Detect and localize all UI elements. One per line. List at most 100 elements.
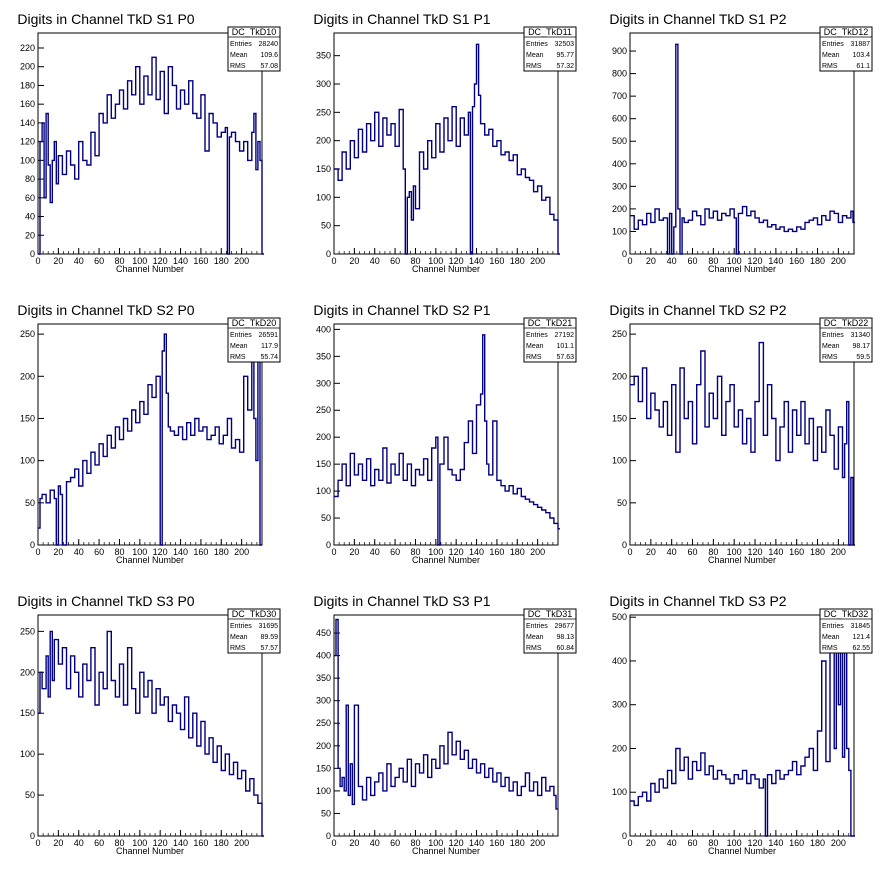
x-tick-label: 180 xyxy=(214,256,229,266)
stats-row-value: 55.74 xyxy=(260,354,278,361)
x-tick-label: 0 xyxy=(627,838,632,848)
stats-row-label: Entries xyxy=(526,623,548,630)
y-tick-label: 100 xyxy=(612,787,627,797)
x-tick-label: 20 xyxy=(646,547,656,557)
stats-box xyxy=(819,317,873,363)
x-tick-label: 100 xyxy=(132,547,147,557)
y-tick-label: 100 xyxy=(20,749,35,759)
histogram-series-line xyxy=(630,43,855,255)
y-tick-label: 700 xyxy=(612,91,627,101)
y-tick-label: 300 xyxy=(316,696,331,706)
stats-row-value: 26591 xyxy=(259,332,279,339)
stats-name: DC_TkD12 xyxy=(824,27,869,37)
x-axis-label: Channel Number xyxy=(412,264,480,274)
stats-row-label: RMS xyxy=(526,354,542,361)
histogram-series-line xyxy=(38,630,264,837)
stats-row-value: 31845 xyxy=(851,623,871,630)
x-tick-label: 40 xyxy=(667,838,677,848)
histogram-pad: Digits in Channel TkD S3 P1 0 20 40 60 80 100 1… xyxy=(296,582,586,870)
stats-row-value: 31695 xyxy=(259,623,279,630)
stats-row-label: Mean xyxy=(230,634,248,641)
x-tick-label: 60 xyxy=(688,838,698,848)
stats-row-value: 57.63 xyxy=(556,354,574,361)
y-tick-label: 0 xyxy=(30,249,35,259)
chart-title: Digits in Channel TkD S3 P2 xyxy=(609,593,786,609)
stats-box xyxy=(819,26,873,72)
y-tick-label: 100 xyxy=(316,192,331,202)
stats-row-value: 117.9 xyxy=(261,343,278,350)
y-tick-label: 250 xyxy=(612,329,627,339)
x-tick-label: 0 xyxy=(35,547,40,557)
y-tick-label: 100 xyxy=(20,155,35,165)
y-tick-label: 120 xyxy=(20,137,35,147)
chart-title: Digits in Channel TkD S2 P2 xyxy=(609,302,786,318)
y-tick-label: 350 xyxy=(316,51,331,61)
x-tick-label: 100 xyxy=(428,256,443,266)
chart-title: Digits in Channel TkD S1 P1 xyxy=(313,11,490,27)
stats-row-value: 59.5 xyxy=(856,354,870,361)
stats-row-label: RMS xyxy=(230,63,246,70)
x-axis-label: Channel Number xyxy=(116,555,184,565)
y-tick-label: 0 xyxy=(326,831,331,841)
x-axis-label: Channel Number xyxy=(708,264,776,274)
stats-box xyxy=(523,26,577,72)
histogram-svg: Digits in Channel TkD S1 P0 0 20 40 60 80 100 1… xyxy=(17,11,281,274)
x-tick-label: 160 xyxy=(789,838,804,848)
histogram-series-line xyxy=(334,43,560,255)
stats-row-label: Mean xyxy=(822,634,840,641)
histogram-svg: Digits in Channel TkD S3 P1 0 20 40 60 80 100 1… xyxy=(313,593,577,856)
x-tick-label: 80 xyxy=(410,547,420,557)
histogram-series-line xyxy=(630,341,855,546)
histogram-svg: Digits in Channel TkD S3 P2 0 20 40 60 80 100 1… xyxy=(609,593,873,856)
x-tick-label: 160 xyxy=(193,838,208,848)
stats-box xyxy=(819,608,873,654)
stats-row-label: Mean xyxy=(822,343,840,350)
y-tick-label: 300 xyxy=(612,700,627,710)
x-tick-label: 140 xyxy=(173,547,188,557)
histogram-pad: Digits in Channel TkD S1 P2 0 20 40 60 80 100 1… xyxy=(592,0,882,288)
y-tick-label: 150 xyxy=(20,413,35,423)
y-tick-label: 150 xyxy=(316,164,331,174)
histogram-svg: Digits in Channel TkD S2 P1 0 20 40 60 80 100 1… xyxy=(313,302,577,565)
x-tick-label: 160 xyxy=(789,256,804,266)
x-tick-label: 0 xyxy=(331,547,336,557)
histogram-svg: Digits in Channel TkD S1 P1 0 20 40 60 80 100 1… xyxy=(313,11,577,274)
x-tick-label: 20 xyxy=(646,256,656,266)
chart-title: Digits in Channel TkD S2 P1 xyxy=(313,302,490,318)
y-tick-label: 350 xyxy=(316,673,331,683)
y-tick-label: 800 xyxy=(612,69,627,79)
plot-frame xyxy=(629,32,855,255)
y-tick-label: 150 xyxy=(20,708,35,718)
y-tick-label: 200 xyxy=(612,743,627,753)
x-tick-label: 140 xyxy=(173,838,188,848)
y-tick-label: 900 xyxy=(612,46,627,56)
x-tick-label: 180 xyxy=(214,547,229,557)
stats-row-label: RMS xyxy=(230,645,246,652)
y-tick-label: 0 xyxy=(30,831,35,841)
y-tick-label: 600 xyxy=(612,114,627,124)
stats-name: DC_TkD31 xyxy=(528,609,573,619)
x-tick-label: 40 xyxy=(74,838,84,848)
stats-box xyxy=(227,317,281,363)
stats-row-value: 103.4 xyxy=(852,52,870,59)
chart-title: Digits in Channel TkD S2 P0 xyxy=(17,302,194,318)
histogram-series-line xyxy=(334,334,560,546)
y-tick-label: 400 xyxy=(612,656,627,666)
x-axis-label: Channel Number xyxy=(116,846,184,856)
x-tick-label: 0 xyxy=(35,256,40,266)
stats-box xyxy=(227,608,281,654)
y-tick-label: 400 xyxy=(316,651,331,661)
x-tick-label: 200 xyxy=(831,838,846,848)
x-tick-label: 100 xyxy=(428,547,443,557)
stats-name: DC_TkD30 xyxy=(232,609,277,619)
x-tick-label: 140 xyxy=(768,256,783,266)
stats-row-label: Mean xyxy=(526,634,544,641)
histogram-series-line xyxy=(334,618,558,810)
x-tick-label: 200 xyxy=(831,256,846,266)
x-tick-label: 0 xyxy=(331,838,336,848)
stats-name: DC_TkD21 xyxy=(528,318,573,328)
x-tick-label: 40 xyxy=(667,256,677,266)
stats-row-label: Entries xyxy=(822,332,844,339)
stats-name: DC_TkD22 xyxy=(824,318,869,328)
stats-name: DC_TkD32 xyxy=(824,609,869,619)
